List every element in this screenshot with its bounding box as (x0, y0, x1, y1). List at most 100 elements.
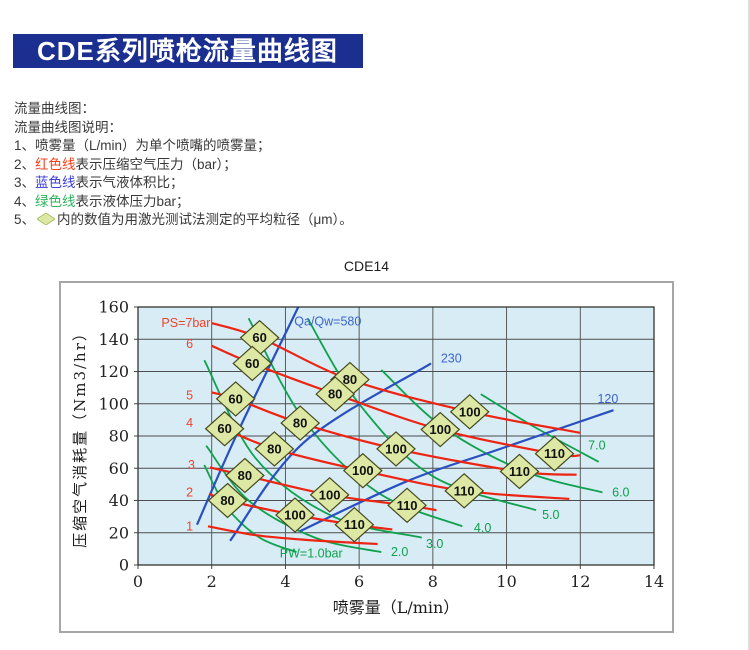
svg-text:100: 100 (352, 463, 374, 478)
svg-text:80: 80 (328, 387, 342, 402)
colored-legend-text: 蓝色线 (35, 175, 76, 190)
description-text: 表示气液体积比； (75, 175, 184, 190)
svg-text:80: 80 (267, 441, 281, 456)
svg-text:110: 110 (509, 464, 530, 479)
diamond-marker: 80 (315, 376, 356, 412)
description-text: 表示压缩空气压力（bar）； (75, 156, 237, 172)
svg-text:100: 100 (385, 441, 407, 456)
description-text: 表示液体压力bar； (75, 193, 190, 209)
diamond-marker: 110 (334, 506, 375, 543)
diamond-marker: 100 (376, 431, 416, 467)
description-subheading: 流量曲线图说明： (14, 119, 122, 135)
svg-text:2: 2 (186, 485, 193, 499)
description-line-number: 2、 (14, 156, 36, 172)
svg-text:100: 100 (284, 508, 306, 523)
svg-text:7.0: 7.0 (588, 439, 605, 453)
svg-text:80: 80 (293, 416, 307, 431)
diamond-marker: 60 (215, 381, 256, 417)
diamond-marker: 80 (224, 457, 265, 494)
svg-text:60: 60 (109, 459, 129, 478)
chart-canvas: 6060606080808080808010010010010010010011… (71, 298, 664, 618)
svg-text:110: 110 (344, 517, 365, 532)
description-items: 1、喷雾量（L/min）为单个喷嘴的喷雾量； 2、红色线表示压缩空气压力（bar）… (14, 137, 353, 231)
diamond-marker-icon (36, 212, 56, 231)
diamond-marker: 80 (280, 405, 321, 441)
svg-text:4.0: 4.0 (474, 521, 491, 535)
description-line: 2、红色线表示压缩空气压力（bar）； (14, 156, 353, 175)
svg-text:4: 4 (186, 416, 193, 430)
diamond-marker: 110 (444, 473, 485, 509)
svg-text:160: 160 (98, 298, 129, 317)
svg-text:1: 1 (186, 519, 193, 533)
svg-text:60: 60 (217, 421, 231, 436)
svg-text:Qa/Qw=580: Qa/Qw=580 (294, 315, 361, 329)
diamond-marker: 80 (207, 482, 248, 519)
svg-text:5.0: 5.0 (542, 508, 559, 522)
description-line-number: 3、 (14, 175, 36, 190)
series-labels: PS=7bar 6 5 4 3 2 1 Qa/Qw=580 230 120 PW=1.0bar 2.0… (161, 315, 629, 561)
colored-legend-text: 绿色线 (35, 193, 76, 209)
svg-text:6: 6 (354, 572, 364, 591)
diamond-marker: 110 (387, 487, 427, 524)
flow-curve-description: 流量曲线图： 流量曲线图说明： 1、喷雾量（L/min）为单个喷嘴的喷雾量； 2、… (14, 100, 353, 231)
svg-text:110: 110 (544, 446, 565, 461)
svg-text:100: 100 (459, 404, 481, 419)
page-title-banner: CDE系列喷枪流量曲线图 (13, 34, 363, 68)
svg-text:80: 80 (109, 427, 129, 446)
svg-text:6.0: 6.0 (612, 485, 629, 499)
svg-text:3.0: 3.0 (426, 537, 443, 551)
svg-text:10: 10 (496, 572, 516, 591)
diamond-particle-markers: 6060606080808080808010010010010010010011… (204, 319, 575, 543)
description-text: 内的数值为用激光测试法测定的平均粒径（μm）。 (57, 212, 353, 227)
svg-text:4: 4 (280, 572, 290, 591)
y-axis: 0 20 40 60 80 100 120 140 160 压缩空气消耗量（Nm3/hr） (71, 298, 138, 575)
diamond-marker: 100 (449, 394, 490, 430)
description-line-number: 4、 (14, 193, 36, 209)
svg-text:20: 20 (109, 523, 129, 542)
svg-text:2: 2 (207, 572, 217, 591)
diamond-marker: 60 (204, 410, 245, 447)
diamond-marker: 110 (499, 453, 540, 490)
colored-legend-text: 红色线 (35, 156, 76, 172)
svg-text:100: 100 (319, 487, 341, 502)
svg-text:12: 12 (570, 572, 590, 591)
diamond-marker: 100 (309, 477, 350, 513)
svg-text:40: 40 (109, 491, 129, 510)
svg-text:60: 60 (252, 330, 266, 345)
svg-text:5: 5 (186, 389, 193, 403)
svg-text:60: 60 (228, 391, 242, 406)
flow-curve-chart: 60 60 60 60 80 80 80 80 80 80 100 100 100 100 100 100 11… (59, 281, 674, 633)
description-line-number: 5、 (14, 212, 36, 227)
svg-text:120: 120 (597, 392, 618, 406)
svg-text:0: 0 (119, 556, 129, 575)
chart-title: CDE14 (343, 258, 390, 274)
diamond-marker: 110 (534, 435, 575, 472)
svg-text:110: 110 (397, 498, 418, 513)
description-line: 4、绿色线表示液体压力bar； (14, 193, 353, 212)
diamond-marker: 100 (275, 497, 315, 533)
x-axis: 0 2 4 6 8 10 12 14 喷雾量（L/min） (133, 565, 664, 617)
svg-text:60: 60 (245, 356, 259, 371)
svg-text:8: 8 (428, 572, 438, 591)
svg-text:80: 80 (343, 372, 357, 387)
description-line-number: 1、 (14, 138, 36, 153)
svg-text:2.0: 2.0 (391, 545, 408, 559)
svg-text:110: 110 (454, 483, 475, 498)
svg-text:3: 3 (188, 458, 195, 472)
svg-text:100: 100 (429, 422, 451, 437)
svg-text:PW=1.0bar: PW=1.0bar (280, 547, 343, 561)
description-text: 喷雾量（L/min）为单个喷嘴的喷雾量； (35, 138, 271, 153)
diamond-marker: 100 (420, 411, 461, 448)
diamond-marker: 100 (342, 452, 383, 489)
svg-text:PS=7bar: PS=7bar (161, 316, 210, 330)
description-line: 3、蓝色线表示气液体积比； (14, 174, 353, 193)
svg-text:14: 14 (644, 572, 664, 591)
description-heading: 流量曲线图： (14, 101, 95, 116)
x-axis-title: 喷雾量（L/min） (333, 598, 460, 617)
svg-text:80: 80 (238, 468, 252, 483)
svg-text:100: 100 (98, 394, 129, 413)
diamond-marker: 60 (232, 345, 273, 382)
svg-text:0: 0 (133, 572, 143, 591)
y-axis-title: 压缩空气消耗量（Nm3/hr） (71, 324, 89, 548)
